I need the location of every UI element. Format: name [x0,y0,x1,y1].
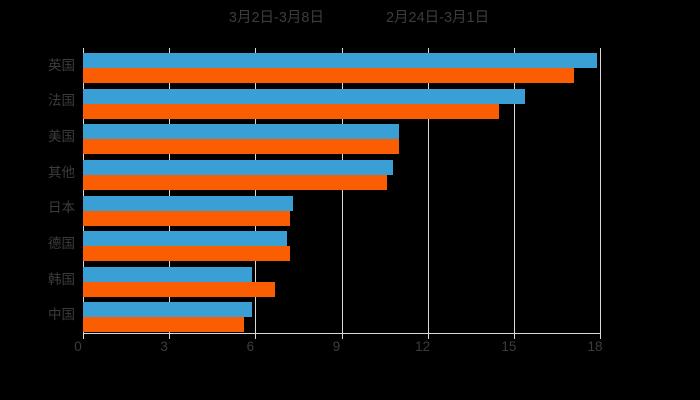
bar-group [83,226,600,262]
y-tick-label: 其他 [48,164,75,180]
bar[interactable] [83,317,244,333]
x-tick-mark [83,334,84,339]
y-tick-label: 美国 [48,129,75,145]
x-axis-line [83,333,601,334]
bar-group [83,84,600,120]
bar-group [83,191,600,227]
bar[interactable] [83,281,276,297]
gridline-x-0 [83,48,84,333]
x-tick-mark [169,334,171,339]
bar-group [83,262,600,298]
bar-group [83,48,600,84]
bar-group [83,297,600,333]
x-tick-label: 15 [501,339,517,354]
chart-legend: 3月2日-3月8日 2月24日-3月1日 [0,6,700,30]
legend-label-series-0: 3月2日-3月8日 [228,10,324,26]
bar[interactable] [83,159,394,175]
y-tick-label: 德国 [48,235,75,251]
bar[interactable] [83,302,253,318]
bar[interactable] [83,53,598,68]
x-tick-label: 3 [160,339,168,354]
gridline-x-15 [513,48,515,333]
plot-area [83,48,601,333]
x-tick-label: 18 [587,339,603,354]
legend-item-series-1[interactable]: 2月24日-3月1日 [368,10,489,26]
bar-group [83,155,600,191]
legend-marker-square-icon [368,13,379,24]
y-axis: 英国法国美国其他日本德国韩国中国 [0,48,75,333]
bar[interactable] [83,210,290,226]
legend-label-series-1: 2月24日-3月1日 [385,10,490,26]
bar[interactable] [83,68,575,83]
gridline-x-3 [169,48,171,333]
x-tick-label: 9 [332,339,341,354]
gridline-x-6 [255,48,257,333]
legend-item-series-0[interactable]: 3月2日-3月8日 [211,10,324,26]
bar[interactable] [83,124,399,140]
legend-marker-circle-icon [211,13,222,24]
bar[interactable] [83,246,290,262]
x-tick-mark [255,334,257,339]
x-tick-mark [427,334,429,339]
x-tick-mark [513,334,515,339]
x-axis: 0 3 6 9 12 15 18 [0,334,700,358]
bar[interactable] [83,139,399,155]
y-tick-label: 韩国 [48,271,75,287]
x-tick-label: 6 [246,339,255,354]
gridline-x-9 [341,48,343,333]
x-tick-label: 0 [74,339,82,354]
gridline-x-12 [427,48,429,333]
gridline-x-18 [600,48,601,333]
bar-group [83,119,600,155]
y-tick-label: 中国 [48,307,75,323]
bar[interactable] [83,174,388,190]
x-tick-mark [341,334,343,339]
x-tick-label: 12 [415,339,431,354]
bar[interactable] [83,266,253,282]
y-tick-label: 法国 [48,93,75,109]
bar[interactable] [83,103,500,119]
bar[interactable] [83,231,287,247]
y-tick-label: 日本 [48,200,75,216]
y-tick-label: 英国 [48,57,75,73]
bar[interactable] [83,195,293,211]
x-tick-mark [600,334,601,339]
bar[interactable] [83,88,526,104]
